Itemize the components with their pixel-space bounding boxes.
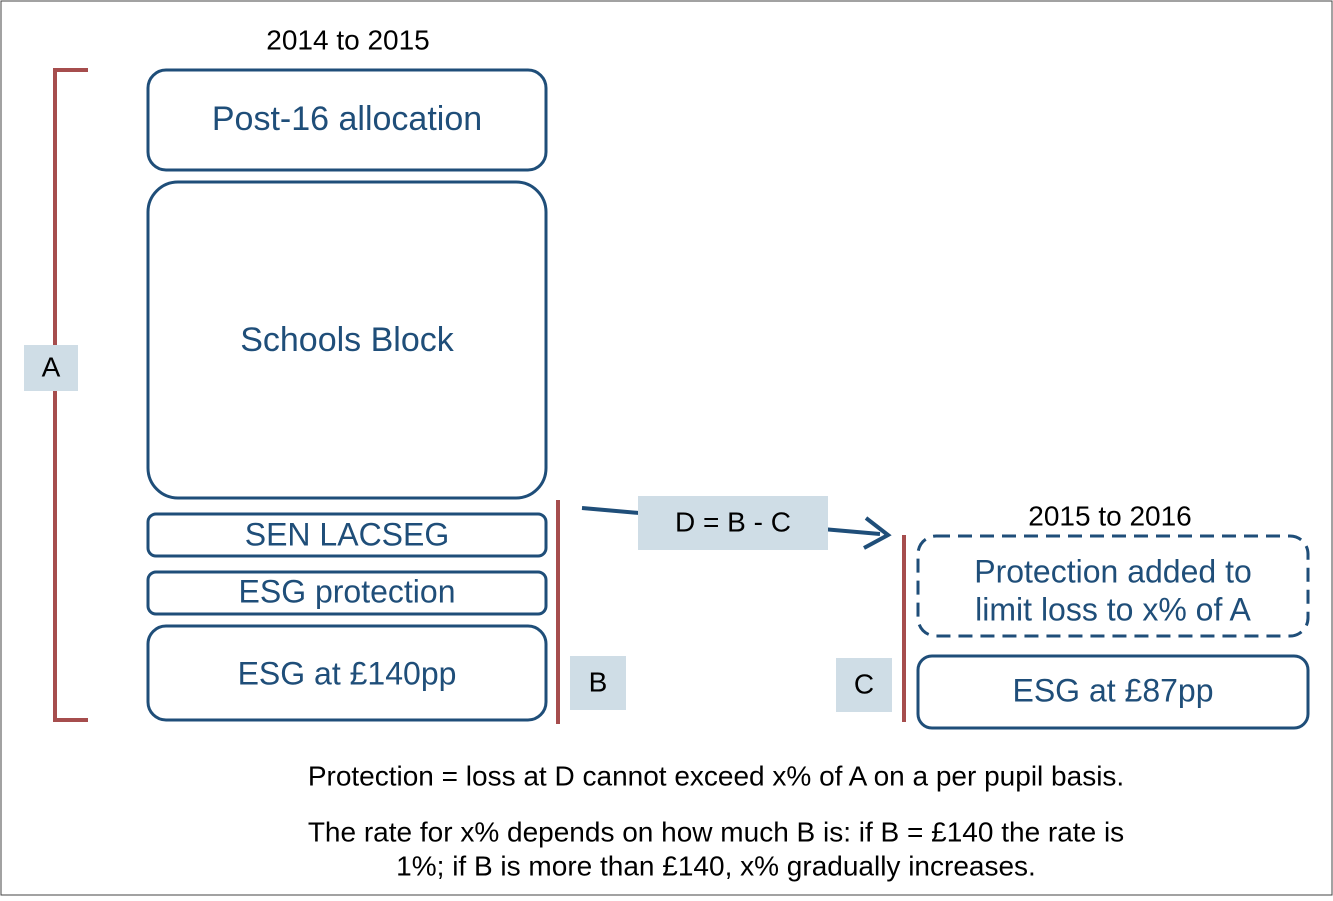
note: 1%; if B is more than £140, x% gradually… <box>396 850 1036 881</box>
box-text: Protection added to <box>974 553 1252 589</box>
label-box <box>570 656 626 710</box>
box-text: Post-16 allocation <box>212 100 482 138</box>
note: Protection = loss at D cannot exceed x% … <box>308 760 1124 791</box>
box <box>916 654 1310 730</box>
bracket-a <box>53 68 88 722</box>
box <box>146 512 548 558</box>
box <box>146 68 548 172</box>
box-text: ESG at £140pp <box>238 655 457 691</box>
right-title: 2015 to 2016 <box>1028 500 1192 531</box>
label-box <box>24 345 78 391</box>
box <box>146 624 548 722</box>
note: The rate for x% depends on how much B is… <box>308 816 1124 847</box>
box-text: ESG at £87pp <box>1012 672 1213 708</box>
label-b: B <box>589 666 608 697</box>
label-box <box>836 658 892 712</box>
box <box>146 180 548 500</box>
arrowhead <box>863 516 892 550</box>
box-text: Schools Block <box>240 321 455 359</box>
label-a: A <box>42 351 61 382</box>
box <box>146 570 548 616</box>
label-d: D = B - C <box>675 506 791 537</box>
dashed-box <box>916 534 1310 638</box>
label-c: C <box>854 668 874 699</box>
box-text: limit loss to x% of A <box>975 591 1251 627</box>
box-text: ESG protection <box>239 573 456 609</box>
box-text: SEN LACSEG <box>245 516 450 552</box>
left-title: 2014 to 2015 <box>266 24 430 55</box>
label-box <box>638 496 828 550</box>
